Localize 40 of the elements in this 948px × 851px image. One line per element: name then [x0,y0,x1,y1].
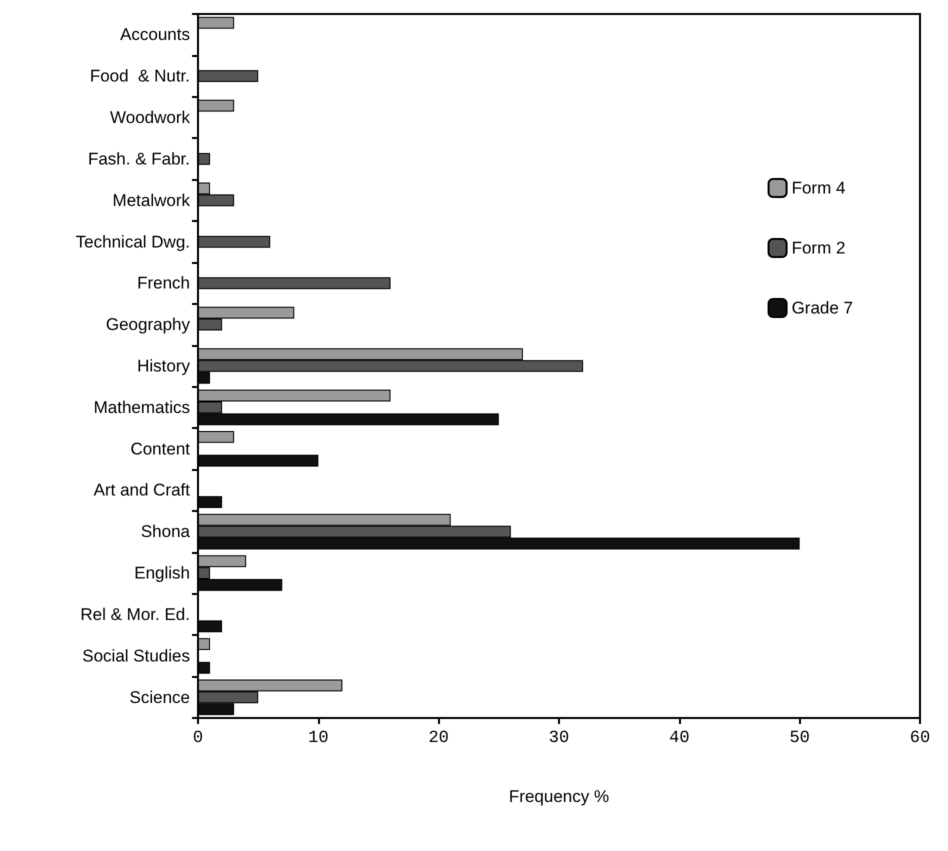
bar [198,236,270,248]
y-tick-label: Geography [106,315,190,334]
legend-label: Form 2 [792,238,846,258]
y-tick-label: Social Studies [82,646,190,666]
y-tick-label: Woodwork [110,108,190,128]
y-tick-label: Content [130,439,190,458]
bar [198,496,222,508]
bar [198,454,318,467]
x-tick-label: 30 [548,729,570,748]
y-tick-label: History [137,356,190,376]
bar [198,100,234,112]
bar [198,662,210,674]
y-tick-label: Rel & Mor. Ed. [80,604,190,624]
y-tick-label: English [134,564,190,583]
y-tick-label: Metalwork [112,190,190,210]
x-tick-label: 60 [910,729,930,748]
bar [198,277,391,290]
y-tick-label: Art and Craft [94,480,190,500]
x-tick-label: 20 [428,729,449,748]
y-tick-label: Science [130,688,190,707]
x-axis-title: Frequency % [508,787,610,806]
y-tick-label: Fash. & Fabr. [88,149,190,168]
y-tick-label: French [137,274,190,293]
legend-label: Grade 7 [792,298,854,318]
x-tick-label: 50 [789,729,810,748]
bar [198,16,234,29]
x-tick-label: 40 [669,729,690,748]
bar [198,431,234,443]
y-tick-label: Accounts [120,25,190,44]
bar [198,153,210,165]
x-tick-label: 10 [308,729,329,748]
bar [198,620,222,632]
bar [198,638,210,650]
y-tick-label: Mathematics [94,398,190,417]
y-tick-label: Shona [140,522,191,542]
legend-label: Form 4 [792,178,846,198]
y-tick-label: Food & Nutr. [90,66,190,86]
y-tick-label: Technical Dwg. [76,232,190,252]
x-tick-label: 0 [192,729,204,748]
bar [198,70,258,82]
